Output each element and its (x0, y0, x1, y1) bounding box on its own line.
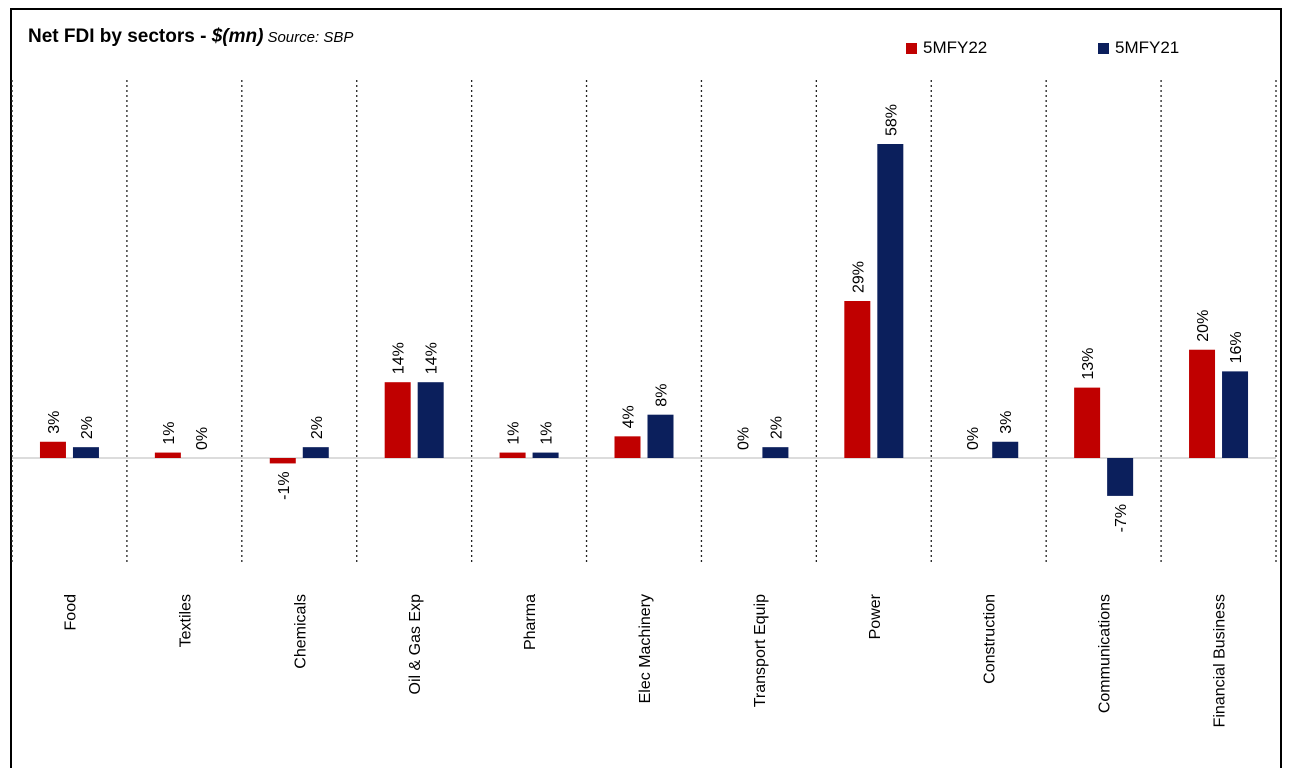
legend-item-5mfy21: 5MFY21 (1098, 38, 1179, 58)
data-label: 4% (621, 405, 638, 428)
data-label: 1% (506, 421, 523, 444)
bar-5mfy22 (844, 301, 871, 458)
data-label: 0% (194, 427, 211, 450)
category-label: Oil & Gas Exp (407, 594, 424, 695)
data-label: 3% (46, 411, 63, 434)
category-label: Financial Business (1212, 594, 1229, 727)
data-label: 14% (391, 342, 408, 374)
category-label: Power (867, 593, 884, 639)
data-label: -1% (276, 471, 293, 499)
bar-5mfy21 (72, 447, 99, 458)
legend-item-5mfy22: 5MFY22 (906, 38, 987, 58)
data-label: 2% (79, 416, 96, 439)
data-label: 0% (965, 427, 982, 450)
category-label: Communications (1097, 594, 1114, 713)
legend-label-5mfy21: 5MFY21 (1115, 38, 1180, 57)
bar-5mfy22 (384, 382, 411, 458)
category-label: Construction (982, 594, 999, 684)
category-label: Pharma (522, 594, 539, 650)
bar-5mfy21 (647, 414, 674, 458)
data-label: 16% (1228, 331, 1245, 363)
category-label: Food (62, 594, 79, 630)
chart-title: Net FDI by sectors - $(mn) Source: SBP (28, 26, 353, 48)
legend-swatch-5mfy22 (906, 42, 917, 54)
bar-5mfy22 (1074, 387, 1101, 458)
data-label: 3% (998, 411, 1015, 434)
bar-5mfy21 (302, 447, 329, 458)
bar-5mfy22 (39, 441, 66, 458)
bar-5mfy21 (762, 447, 789, 458)
bar-5mfy21 (992, 441, 1019, 458)
chart-source: Source: SBP (267, 29, 354, 46)
bar-5mfy22 (499, 452, 526, 458)
bar-5mfy22 (614, 436, 641, 458)
bar-5mfy21 (1107, 458, 1134, 496)
data-label: 20% (1195, 310, 1212, 342)
bar-5mfy22 (269, 458, 296, 464)
data-label: -7% (1113, 504, 1130, 532)
data-label: 0% (735, 427, 752, 450)
legend-swatch-5mfy21 (1098, 42, 1109, 54)
bar-5mfy21 (877, 144, 904, 458)
category-label: Elec Machinery (637, 594, 654, 703)
data-label: 29% (850, 261, 867, 293)
data-label: 2% (309, 416, 326, 439)
category-label: Transport Equip (752, 594, 769, 707)
category-label: Textiles (177, 594, 194, 647)
bar-5mfy21 (1222, 371, 1249, 458)
data-label: 58% (883, 104, 900, 136)
bar-5mfy22 (154, 452, 181, 458)
data-label: 13% (1080, 348, 1097, 380)
bar-5mfy21 (532, 452, 559, 458)
chart-frame (10, 8, 1282, 768)
data-label: 1% (161, 421, 178, 444)
chart-title-unit: $(mn) (211, 26, 264, 47)
data-label: 2% (768, 416, 785, 439)
data-label: 14% (424, 342, 441, 374)
category-label: Chemicals (292, 594, 309, 669)
data-label: 1% (539, 421, 556, 444)
data-label: 8% (654, 384, 671, 407)
legend-label-5mfy22: 5MFY22 (923, 38, 988, 57)
bar-5mfy22 (1189, 349, 1216, 458)
bar-5mfy21 (417, 382, 444, 458)
chart-title-main: Net FDI by sectors - (28, 26, 212, 47)
